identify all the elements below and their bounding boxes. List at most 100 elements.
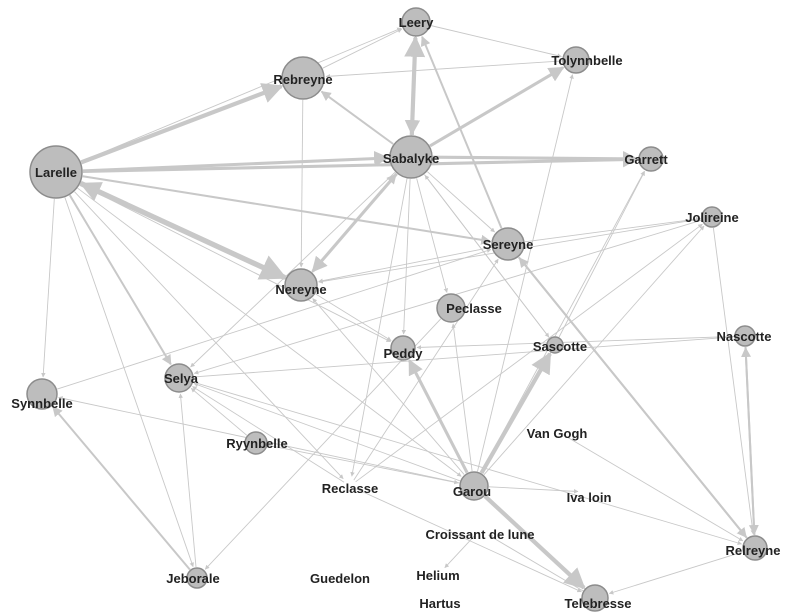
edge-leery-to-sabalyke: [404, 36, 421, 136]
edge-garou-to-selya: [193, 382, 461, 482]
edge-relreyne-to-telebresse: [608, 551, 743, 595]
node-label-larelle: Larelle: [35, 165, 77, 180]
node-label-helium: Helium: [416, 568, 459, 583]
labels-layer: Leery Rebreyne Tolynnbelle Larelle Sabalyke G…: [11, 15, 780, 611]
node-label-synnbelle: Synnbelle: [11, 396, 72, 411]
edge-selya-to-relreyne: [193, 381, 743, 546]
edge-rebreyne-to-nereyne: [298, 99, 304, 268]
edge-sereyne-to-leery: [420, 35, 503, 229]
node-label-sascotte: Sascotte: [533, 339, 587, 354]
edge-garou-to-garrett: [480, 170, 645, 474]
node-label-garrett: Garrett: [624, 152, 668, 167]
edge-nereyne-to-sabalyke: [311, 173, 397, 273]
node-label-relreyne: Relreyne: [726, 543, 781, 558]
edge-jeborale-to-selya: [178, 393, 197, 568]
node-garou[interactable]: [459, 471, 489, 501]
node-garrett[interactable]: [638, 146, 664, 172]
node-label-ryynbelle: Ryynbelle: [226, 436, 287, 451]
edge-nereyne-to-peddy: [315, 293, 392, 341]
edge-croissant-to-helium: [444, 534, 476, 569]
edge-larelle-to-leery: [80, 27, 402, 163]
edge-garou-to-peclasse: [451, 323, 473, 472]
edge-garou-to-sascotte: [479, 351, 552, 475]
edge-reclasse-to-telebresse: [356, 488, 582, 593]
edge-ryynbelle-to-selya: [190, 387, 248, 436]
node-tolynnbelle[interactable]: [562, 46, 590, 74]
node-leery[interactable]: [401, 7, 431, 37]
node-peclasse[interactable]: [436, 293, 466, 323]
node-sereyne[interactable]: [491, 227, 525, 261]
edge-larelle-to-rebreyne: [80, 83, 284, 165]
node-label-rebreyne: Rebreyne: [273, 72, 332, 87]
edge-larelle-to-peddy: [79, 183, 391, 343]
edge-sabalyke-to-selya: [190, 171, 396, 368]
edge-reclasse-to-selya: [192, 386, 345, 483]
edge-rebreyne-to-leery: [322, 28, 403, 69]
edge-sabalyke-to-sereyne: [427, 171, 495, 233]
node-synnbelle[interactable]: [26, 378, 58, 410]
edge-garou-to-nereyne: [312, 298, 465, 475]
edge-leery-to-tolynnbelle: [430, 25, 562, 58]
edge-larelle-to-synnbelle: [41, 198, 55, 378]
edge-selya-to-nascotte: [193, 334, 734, 378]
node-label-croissant: Croissant de lune: [425, 527, 534, 542]
edge-tolynnbelle-to-rebreyne: [325, 60, 563, 79]
node-label-hartus: Hartus: [419, 596, 460, 611]
node-jolireine[interactable]: [701, 206, 723, 228]
node-label-garou: Garou: [453, 484, 491, 499]
node-label-iva_loin: Iva loin: [567, 490, 612, 505]
node-label-reclasse: Reclasse: [322, 481, 378, 496]
edge-sabalyke-to-reclasse: [350, 178, 408, 477]
edge-van_gogh-to-relreyne: [562, 434, 744, 542]
node-label-jolireine: Jolireine: [685, 210, 738, 225]
edge-garou-to-jolireine: [483, 225, 705, 476]
node-label-nascotte: Nascotte: [717, 329, 772, 344]
edge-nereyne-to-larelle: [79, 181, 287, 280]
edge-larelle-to-selya: [68, 194, 172, 366]
edge-relreyne-to-nascotte: [741, 347, 756, 536]
node-label-sereyne: Sereyne: [483, 237, 534, 252]
node-label-selya: Selya: [164, 371, 199, 386]
edges-layer: [41, 25, 759, 595]
node-sabalyke[interactable]: [389, 135, 433, 179]
edge-garou-to-iva_loin: [488, 486, 579, 494]
node-label-guedelon: Guedelon: [310, 571, 370, 586]
node-relreyne[interactable]: [742, 535, 768, 561]
edge-sascotte-to-sabalyke: [424, 174, 550, 339]
node-label-peclasse: Peclasse: [446, 301, 502, 316]
edge-synnbelle-to-sereyne: [57, 248, 492, 390]
edge-garou-to-telebresse: [483, 494, 586, 590]
node-label-van_gogh: Van Gogh: [527, 426, 588, 441]
node-ryynbelle[interactable]: [244, 431, 268, 455]
edge-telebresse-to-croissant: [488, 534, 584, 592]
node-label-telebresse: Telebresse: [565, 596, 632, 611]
node-larelle[interactable]: [29, 145, 83, 199]
node-label-sabalyke: Sabalyke: [383, 151, 439, 166]
node-jeborale[interactable]: [186, 567, 208, 589]
node-nereyne[interactable]: [284, 268, 318, 302]
nodes-layer: [26, 7, 768, 612]
edge-sereyne-to-nereyne: [318, 246, 492, 283]
edge-relreyne-to-sereyne: [518, 257, 748, 539]
node-label-nereyne: Nereyne: [275, 282, 326, 297]
node-selya[interactable]: [164, 363, 194, 393]
node-peddy[interactable]: [390, 335, 416, 361]
edge-larelle-to-reclasse: [74, 191, 344, 480]
edge-sabalyke-to-garrett: [432, 151, 639, 167]
edge-ryynbelle-to-garou: [267, 444, 459, 485]
edge-sabalyke-to-rebreyne: [320, 90, 394, 145]
edge-jeborale-to-synnbelle: [52, 406, 191, 571]
node-rebreyne[interactable]: [281, 56, 325, 100]
node-telebresse[interactable]: [581, 584, 609, 612]
edge-larelle-to-sereyne: [82, 175, 492, 245]
node-nascotte[interactable]: [734, 325, 756, 347]
node-sascotte[interactable]: [546, 336, 564, 354]
edge-sabalyke-to-tolynnbelle: [429, 66, 565, 148]
edge-sabalyke-to-peddy: [401, 178, 411, 335]
edge-larelle-to-garrett: [82, 151, 639, 173]
edge-larelle-to-garou: [77, 187, 462, 477]
edge-larelle-to-jeborale: [64, 197, 194, 568]
edge-garou-to-peddy: [408, 359, 469, 474]
